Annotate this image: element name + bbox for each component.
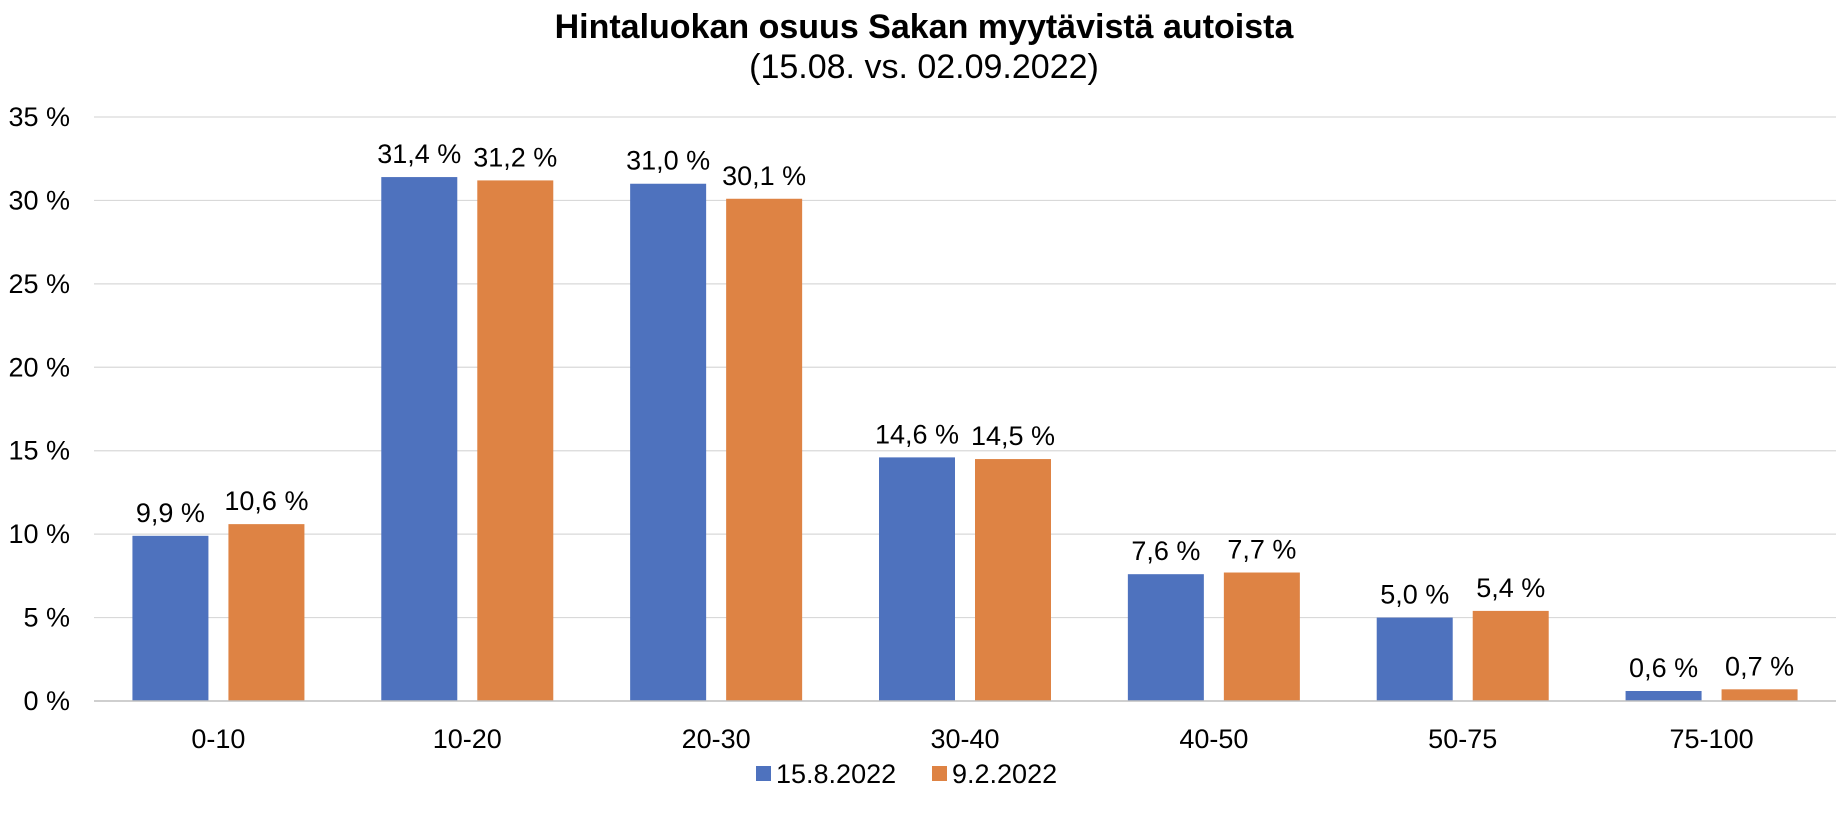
bar-15-8-2022-40-50 [1127,574,1204,701]
data-label: 5,0 % [1380,580,1449,610]
data-label: 30,1 % [722,161,806,191]
bar-9-2-2022-20-30 [726,198,803,701]
legend[interactable]: 15.8.2022 9.2.2022 [756,759,1057,789]
gridlines [94,116,1836,619]
bar-15-8-2022-10-20 [381,177,458,701]
data-label: 31,0 % [626,146,710,176]
data-labels: 9,9 % 10,6 % 31,4 % 31,2 % 31,0 % 30,1 % 14,6 … [136,139,1794,683]
legend-item[interactable]: 9.2.2022 [932,759,1057,789]
data-label: 14,5 % [971,421,1055,451]
data-label: 9,9 % [136,498,205,528]
y-tick-label: 5 % [23,603,70,633]
bar-9-2-2022-40-50 [1223,572,1300,701]
bar-15-8-2022-75-100 [1625,690,1702,701]
bar-9-2-2022-30-40 [975,459,1051,701]
y-tick-label: 15 % [8,436,70,466]
bar-9-2-2022-50-75 [1472,610,1549,701]
data-label: 14,6 % [875,419,959,449]
x-category-label: 40-50 [1179,724,1248,754]
y-tick-label: 10 % [8,519,70,549]
y-tick-label: 25 % [8,269,70,299]
bar-9-2-2022-0-10 [228,524,305,701]
data-label: 7,7 % [1227,535,1296,565]
bar-15-8-2022-30-40 [879,457,955,701]
x-category-label: 50-75 [1428,724,1497,754]
x-category-label: 30-40 [930,724,999,754]
bar-15-8-2022-50-75 [1376,617,1453,701]
bar-9-2-2022-10-20 [477,180,554,702]
data-label: 31,4 % [377,139,461,169]
bars [132,177,1798,702]
x-category-label: 0-10 [191,724,245,754]
y-tick-label: 30 % [8,185,70,215]
data-label: 5,4 % [1476,573,1545,603]
x-category-label: 10-20 [433,724,502,754]
chart-subtitle: (15.08. vs. 02.09.2022) [749,48,1099,86]
legend-label: 15.8.2022 [776,759,896,789]
y-tick-label: 35 % [8,102,70,132]
data-label: 0,7 % [1725,651,1794,681]
legend-label: 9.2.2022 [952,759,1057,789]
y-axis-ticks: 0 % 5 % 10 % 15 % 20 % 25 % 30 % 35 % [8,102,70,716]
legend-swatch [756,766,771,781]
legend-item[interactable]: 15.8.2022 [756,759,896,789]
data-label: 31,2 % [473,142,557,172]
data-label: 7,6 % [1131,536,1200,566]
x-axis-categories: 0-10 10-20 20-30 30-40 40-50 50-75 75-100 [191,724,1753,754]
bar-15-8-2022-20-30 [630,183,707,701]
bar-15-8-2022-0-10 [132,535,209,701]
y-tick-label: 20 % [8,352,70,382]
chart-title: Hintaluokan osuus Sakan myytävistä autoi… [555,8,1295,46]
bar-9-2-2022-75-100 [1721,689,1798,701]
data-label: 10,6 % [224,486,308,516]
data-label: 0,6 % [1629,653,1698,683]
y-tick-label: 0 % [23,686,70,716]
x-category-label: 75-100 [1670,724,1754,754]
legend-swatch [932,766,947,781]
x-category-label: 20-30 [682,724,751,754]
